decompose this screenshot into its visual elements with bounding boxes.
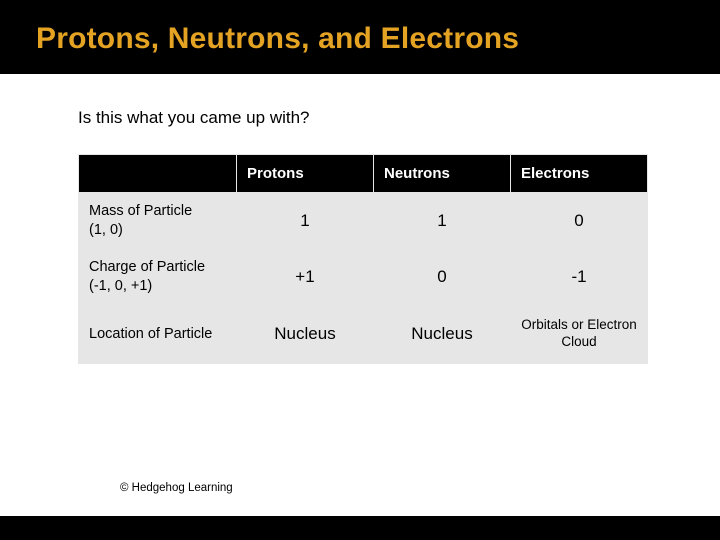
table-header-electrons: Electrons	[511, 155, 648, 193]
particle-table: Protons Neutrons Electrons Mass of Parti…	[78, 154, 648, 364]
table-row: Charge of Particle(-1, 0, +1)+10-1	[79, 249, 648, 305]
table-cell: Nucleus	[237, 305, 374, 364]
table-cell: -1	[511, 249, 648, 305]
table-row: Location of ParticleNucleusNucleusOrbita…	[79, 305, 648, 364]
table-cell: Nucleus	[374, 305, 511, 364]
table-cell: 1	[237, 193, 374, 249]
table-cell: 0	[374, 249, 511, 305]
row-label: Charge of Particle(-1, 0, +1)	[79, 249, 237, 305]
title-bar: Protons, Neutrons, and Electrons	[0, 0, 720, 74]
table-header-row: Protons Neutrons Electrons	[79, 155, 648, 193]
table-header-protons: Protons	[237, 155, 374, 193]
table-row: Mass of Particle(1, 0)110	[79, 193, 648, 249]
prompt-text: Is this what you came up with?	[78, 108, 672, 128]
table-cell: 1	[374, 193, 511, 249]
table-cell: +1	[237, 249, 374, 305]
table-header-blank	[79, 155, 237, 193]
table-cell: 0	[511, 193, 648, 249]
row-label: Location of Particle	[79, 305, 237, 364]
table-body: Mass of Particle(1, 0)110Charge of Parti…	[79, 193, 648, 364]
table-cell: Orbitals or Electron Cloud	[511, 305, 648, 364]
table-header-neutrons: Neutrons	[374, 155, 511, 193]
slide-title: Protons, Neutrons, and Electrons	[36, 22, 720, 56]
copyright-text: © Hedgehog Learning	[120, 482, 233, 494]
content-area: Is this what you came up with? Protons N…	[0, 74, 720, 516]
row-label: Mass of Particle(1, 0)	[79, 193, 237, 249]
